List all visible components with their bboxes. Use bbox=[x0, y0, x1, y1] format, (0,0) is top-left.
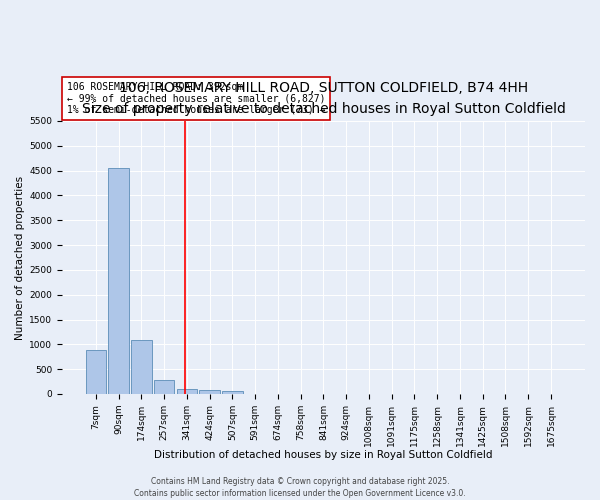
Bar bbox=[154, 380, 175, 394]
X-axis label: Distribution of detached houses by size in Royal Sutton Coldfield: Distribution of detached houses by size … bbox=[154, 450, 493, 460]
Bar bbox=[176, 389, 197, 394]
Bar bbox=[222, 391, 242, 394]
Bar bbox=[86, 350, 106, 394]
Text: 106 ROSEMARY HILL ROAD: 392sqm
← 99% of detached houses are smaller (6,827)
1% o: 106 ROSEMARY HILL ROAD: 392sqm ← 99% of … bbox=[67, 82, 326, 116]
Title: 106, ROSEMARY HILL ROAD, SUTTON COLDFIELD, B74 4HH
Size of property relative to : 106, ROSEMARY HILL ROAD, SUTTON COLDFIEL… bbox=[82, 81, 565, 116]
Text: Contains HM Land Registry data © Crown copyright and database right 2025.
Contai: Contains HM Land Registry data © Crown c… bbox=[134, 476, 466, 498]
Y-axis label: Number of detached properties: Number of detached properties bbox=[15, 176, 25, 340]
Bar bbox=[199, 390, 220, 394]
Bar bbox=[131, 340, 152, 394]
Bar bbox=[109, 168, 129, 394]
